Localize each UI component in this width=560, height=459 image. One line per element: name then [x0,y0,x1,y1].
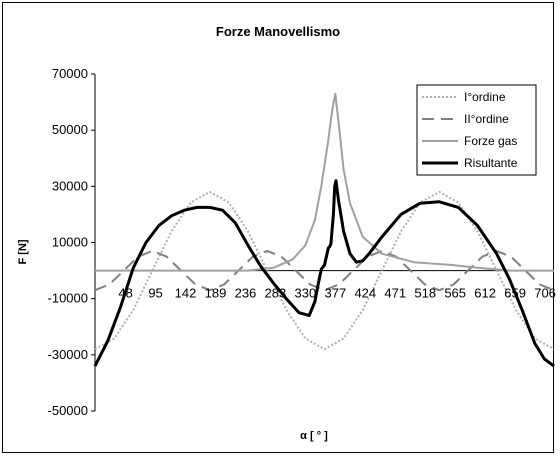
y-tick-label: 70000 [52,66,88,81]
y-tick-label: 50000 [52,122,88,137]
x-tick-label: 142 [175,286,197,301]
y-tick-label: -30000 [48,347,88,362]
y-tick-label: -50000 [48,403,88,418]
x-tick-label: 659 [504,286,526,301]
legend-box [416,84,537,176]
y-tick-label: 10000 [52,235,88,250]
x-tick-label: 330 [295,286,317,301]
legend: I°ordine II°ordine Forze gas Risultante [416,84,537,176]
y-axis-label: F [N] [17,239,29,264]
x-tick-label: 471 [384,286,406,301]
x-tick-label: 48 [118,286,132,301]
x-tick-label: 283 [265,286,287,301]
x-tick-label: 612 [474,286,496,301]
y-tick-label: 30000 [52,178,88,193]
legend-label-2: II°ordine [464,112,509,126]
chart-frame [2,2,554,453]
series-line-3 [95,92,554,272]
plot-area: 70000 50000 30000 10000 -10000 -30000 -50000 48… [48,66,556,418]
legend-label-3: Forze gas [464,134,517,148]
legend-label-1: I°ordine [464,90,506,104]
series-line-4 [93,179,555,368]
x-tick-label: 518 [414,286,436,301]
chart-title: Forze Manovellismo [216,24,340,39]
x-tick-label: 706 [534,286,556,301]
x-axis-label: α [ ° ] [300,430,328,442]
x-tick-label: 95 [148,286,162,301]
x-tick-label: 236 [235,286,257,301]
x-tick-label: 424 [354,286,376,301]
x-tick-label: 377 [324,286,346,301]
legend-label-4: Risultante [464,156,518,170]
x-tick-label: 565 [444,286,466,301]
x-tick-label: 189 [205,286,227,301]
series-line-1 [94,190,555,351]
y-tick-label: -10000 [48,291,88,306]
